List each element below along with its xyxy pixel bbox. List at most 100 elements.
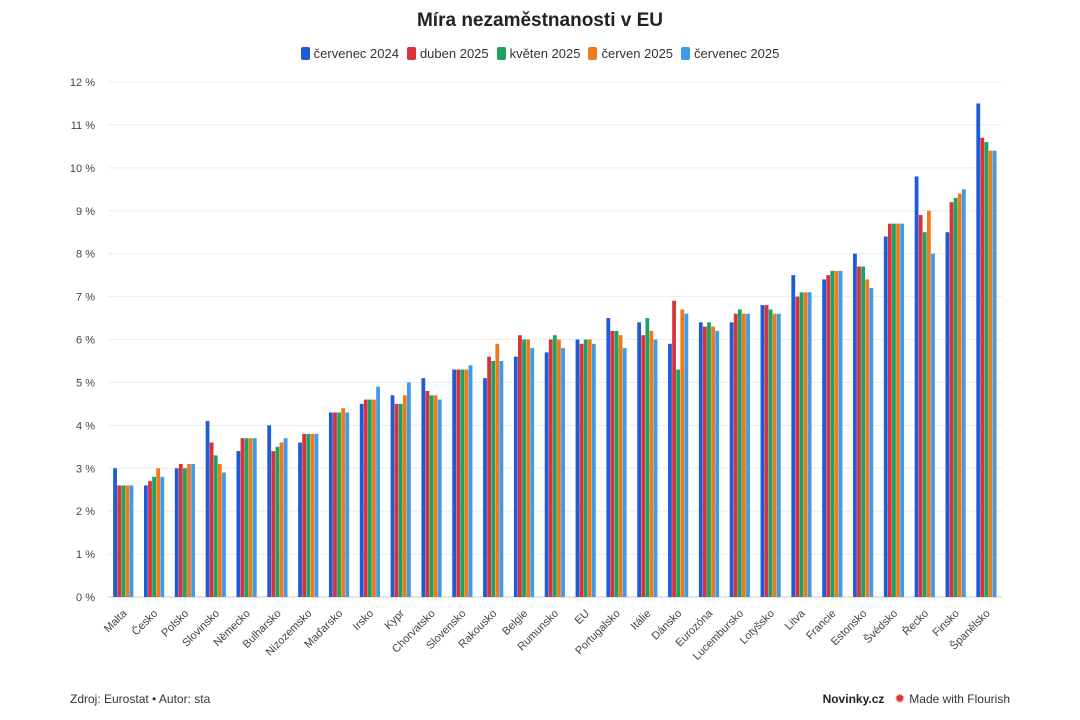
- legend-swatch: [588, 47, 598, 60]
- bar-9-2: [398, 403, 403, 597]
- bar-25-1: [887, 223, 892, 597]
- bar-4-3: [248, 438, 253, 597]
- bar-24-3: [865, 279, 870, 597]
- bar-16-4: [622, 348, 627, 597]
- brand-logo[interactable]: Novinky.cz: [822, 692, 885, 706]
- x-tick-label: Litva: [783, 607, 809, 633]
- bar-23-1: [826, 275, 831, 597]
- bar-17-2: [645, 318, 650, 597]
- bar-28-3: [988, 150, 993, 597]
- bar-10-4: [437, 399, 442, 597]
- y-tick-label: 1 %: [76, 549, 95, 561]
- bar-7-0: [328, 412, 333, 597]
- bar-9-1: [394, 403, 399, 597]
- bar-24-4: [869, 288, 874, 597]
- bar-3-4: [222, 472, 226, 597]
- bar-5-3: [279, 442, 284, 597]
- bar-18-3: [680, 309, 685, 597]
- bar-26-0: [914, 176, 919, 597]
- bar-8-3: [372, 399, 376, 597]
- bar-11-0: [452, 369, 457, 597]
- bar-19-1: [702, 326, 707, 597]
- bar-21-3: [772, 313, 777, 597]
- bar-5-0: [267, 425, 272, 597]
- flourish-link[interactable]: ✹ Made with Flourish: [894, 692, 1010, 706]
- bar-3-0: [205, 421, 210, 597]
- bar-22-2: [799, 292, 804, 597]
- bar-19-4: [715, 330, 720, 597]
- y-tick-label: 2 %: [76, 506, 95, 518]
- y-tick-label: 0 %: [76, 592, 95, 604]
- bar-11-1: [456, 369, 461, 597]
- bar-28-1: [980, 137, 985, 597]
- legend-item[interactable]: červen 2025: [588, 46, 673, 61]
- bar-25-4: [900, 223, 905, 597]
- bar-20-1: [733, 313, 738, 597]
- bar-26-1: [918, 215, 923, 597]
- legend-item[interactable]: červenec 2025: [681, 46, 779, 61]
- bar-23-0: [822, 279, 826, 597]
- bar-21-2: [768, 309, 773, 597]
- bar-27-0: [945, 232, 950, 598]
- legend-swatch: [300, 47, 310, 60]
- bar-20-0: [729, 322, 734, 597]
- bar-5-2: [275, 446, 280, 597]
- bar-26-2: [922, 232, 927, 598]
- bar-13-3: [526, 339, 531, 597]
- bar-14-4: [561, 348, 565, 597]
- bar-25-3: [896, 223, 900, 597]
- bar-22-1: [795, 296, 800, 597]
- bar-20-2: [737, 309, 742, 597]
- bar-19-3: [711, 326, 715, 597]
- bar-4-4: [252, 438, 257, 597]
- x-tick-label: EU: [573, 608, 592, 627]
- bar-11-2: [460, 369, 465, 597]
- bar-6-1: [302, 433, 307, 597]
- bar-1-3: [156, 468, 161, 597]
- bar-23-4: [838, 270, 843, 597]
- bar-12-4: [499, 360, 504, 597]
- legend-label: červenec 2024: [313, 46, 399, 61]
- legend-item[interactable]: duben 2025: [406, 46, 489, 61]
- bar-1-4: [160, 476, 165, 597]
- bar-22-4: [807, 292, 812, 597]
- legend-item[interactable]: květen 2025: [496, 46, 580, 61]
- y-tick-label: 8 %: [76, 249, 95, 261]
- bar-14-0: [544, 352, 549, 597]
- bar-20-4: [746, 313, 750, 597]
- bar-15-4: [591, 343, 596, 597]
- bar-17-0: [637, 322, 642, 597]
- x-tick-label: Švédsko: [861, 607, 900, 646]
- bar-9-3: [402, 395, 407, 597]
- y-tick-label: 11 %: [71, 120, 95, 132]
- bar-25-0: [883, 236, 888, 597]
- bar-15-2: [583, 339, 588, 597]
- bar-14-1: [548, 339, 553, 597]
- legend-label: červen 2025: [601, 46, 674, 61]
- footer-branding: Novinky.cz ✹ Made with Flourish: [823, 692, 1010, 706]
- flourish-logo-icon: ✹: [894, 691, 906, 706]
- bar-7-4: [345, 412, 350, 597]
- bar-0-4: [129, 485, 134, 597]
- bar-12-3: [495, 343, 500, 597]
- bar-27-4: [961, 189, 966, 597]
- bar-21-1: [764, 305, 769, 597]
- bar-18-4: [684, 313, 689, 597]
- bar-13-0: [513, 356, 518, 597]
- legend-item[interactable]: červenec 2024: [300, 46, 399, 61]
- chart-title: Míra nezaměstnanosti v EU: [416, 10, 664, 31]
- bar-2-1: [178, 463, 183, 597]
- bar-12-1: [487, 356, 491, 597]
- x-tick-label: Řecko: [900, 607, 931, 638]
- bar-26-4: [931, 253, 935, 597]
- y-tick-label: 5 %: [76, 377, 95, 389]
- source-credit: Zdroj: Eurostat • Autor: sta: [70, 692, 211, 706]
- bar-19-2: [707, 322, 711, 597]
- bar-14-2: [552, 335, 557, 597]
- x-tick-label: Malta: [102, 607, 130, 635]
- legend-swatch: [406, 47, 416, 60]
- bar-27-2: [953, 197, 958, 597]
- bar-25-2: [892, 223, 896, 597]
- bar-24-1: [857, 266, 861, 597]
- legend-swatch: [496, 47, 506, 60]
